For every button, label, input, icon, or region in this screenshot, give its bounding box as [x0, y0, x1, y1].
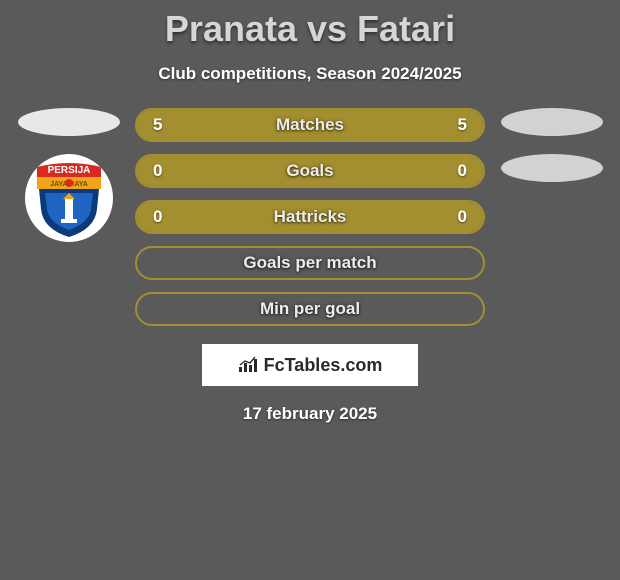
left-team-logo: PERSIJA JAYA RAYA — [25, 154, 113, 242]
row-matches: 5 Matches 5 — [135, 108, 485, 142]
row-right-value: 5 — [458, 115, 467, 135]
row-goals-per-match: Goals per match — [135, 246, 485, 280]
date-text: 17 february 2025 — [0, 404, 620, 424]
right-player-ellipse — [501, 108, 603, 136]
row-label: Goals per match — [243, 253, 376, 273]
subtitle: Club competitions, Season 2024/2025 — [0, 64, 620, 84]
row-left-value: 0 — [153, 207, 162, 227]
comparison-content: PERSIJA JAYA RAYA 5 Matches 5 — [0, 108, 620, 326]
row-left-value: 0 — [153, 161, 162, 181]
row-hattricks: 0 Hattricks 0 — [135, 200, 485, 234]
row-right-value: 0 — [458, 207, 467, 227]
right-team-ellipse — [501, 154, 603, 182]
watermark-text: FcTables.com — [264, 355, 383, 376]
left-team-column: PERSIJA JAYA RAYA — [16, 108, 121, 242]
persija-logo: PERSIJA JAYA RAYA — [35, 159, 103, 237]
row-right-value: 0 — [458, 161, 467, 181]
row-left-value: 5 — [153, 115, 162, 135]
bar-chart-icon — [238, 356, 260, 374]
page-title: Pranata vs Fatari — [0, 0, 620, 50]
left-player-ellipse — [18, 108, 120, 136]
watermark: FcTables.com — [202, 344, 418, 386]
right-team-column — [499, 108, 604, 182]
row-min-per-goal: Min per goal — [135, 292, 485, 326]
row-goals: 0 Goals 0 — [135, 154, 485, 188]
row-label: Min per goal — [260, 299, 360, 319]
row-label: Goals — [286, 161, 333, 181]
row-label: Hattricks — [274, 207, 347, 227]
stat-rows: 5 Matches 5 0 Goals 0 0 Hattricks 0 Goal… — [135, 108, 485, 326]
logo-top-text: PERSIJA — [47, 165, 90, 176]
row-label: Matches — [276, 115, 344, 135]
row-fill-left — [137, 156, 310, 186]
